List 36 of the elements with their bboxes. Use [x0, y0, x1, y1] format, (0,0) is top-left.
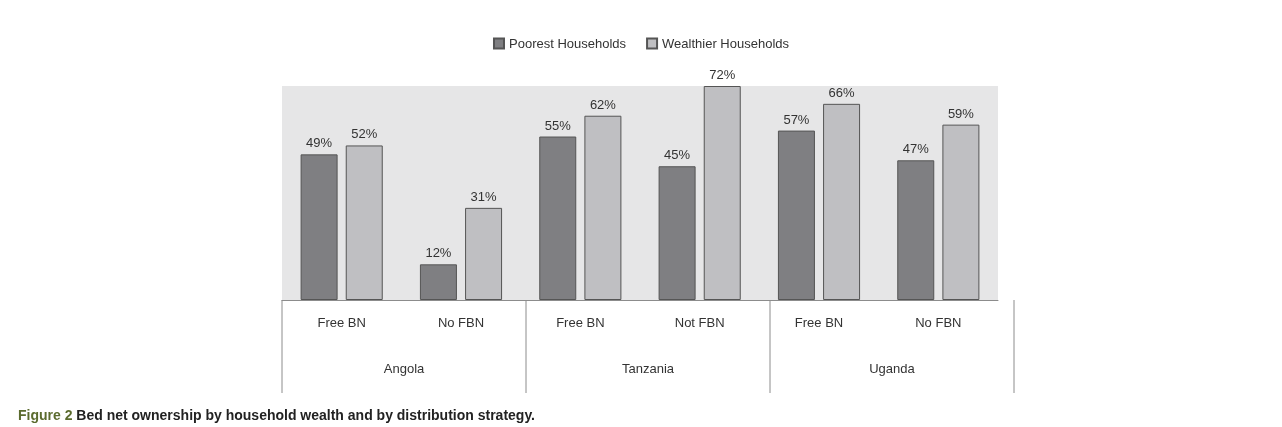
bar — [345, 145, 383, 300]
data-label: 59% — [947, 105, 975, 121]
data-label: 31% — [470, 188, 498, 204]
caption: Figure 2 Bed net ownership by household wealth and by distribution strategy. — [18, 407, 536, 423]
bar — [942, 124, 980, 300]
legend-label: Wealthier Households — [662, 36, 790, 51]
text: Tanzania — [621, 360, 675, 376]
data-label: 12% — [425, 245, 452, 261]
bar — [703, 86, 741, 300]
data-label: 72% — [709, 67, 736, 82]
bar — [897, 160, 935, 300]
data-label: 57% — [783, 111, 810, 127]
x-tick-label: Not FBN — [674, 315, 725, 330]
bar — [419, 264, 457, 300]
data-label: 62% — [589, 96, 617, 112]
data-label: 45% — [664, 147, 691, 163]
x-tick-label: No FBN — [437, 315, 485, 330]
data-label: 52% — [351, 126, 378, 142]
data-label: 55% — [544, 117, 572, 133]
bar — [300, 154, 338, 300]
bar — [777, 130, 815, 300]
bar — [823, 103, 861, 300]
text: Uganda — [869, 360, 916, 376]
bar — [465, 207, 503, 300]
data-label: 66% — [828, 84, 856, 100]
x-tick-label: Free BN — [556, 315, 605, 330]
bar — [658, 166, 696, 300]
text: Angola — [383, 360, 426, 376]
bar — [584, 115, 622, 300]
x-tick-label: No FBN — [915, 315, 962, 330]
data-label: 47% — [902, 141, 930, 157]
data-label: 49% — [306, 135, 333, 151]
x-tick-label: Free BN — [794, 315, 844, 330]
x-tick-label: Free BN — [317, 315, 366, 330]
legend-label: Poorest Households — [508, 36, 627, 51]
bar — [539, 136, 577, 300]
